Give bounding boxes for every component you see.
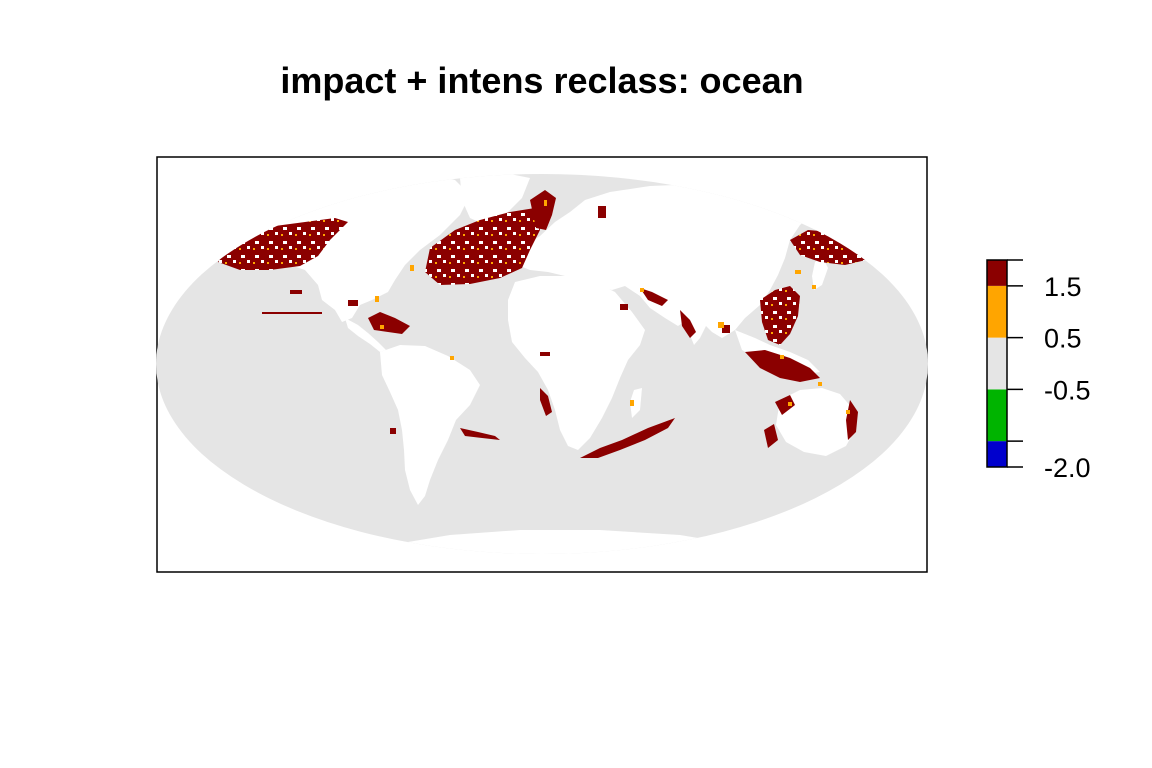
map-title: impact + intens reclass: ocean (280, 60, 803, 101)
impact-caribbean (368, 312, 410, 334)
legend-swatch-3 (987, 285, 1007, 338)
impact-bay-of-bengal (680, 310, 696, 338)
land-japan (812, 256, 828, 290)
impact-west-australia (764, 424, 778, 448)
impact-layer (218, 190, 866, 458)
medium-impact-point (630, 400, 634, 406)
impact-fragment (390, 428, 396, 434)
impact-north-sea (530, 190, 556, 230)
impact-fragment (722, 325, 730, 333)
impact-north-atlantic (425, 208, 540, 285)
medium-impact-point (846, 410, 850, 414)
impact-west-africa (540, 388, 552, 416)
land-south-america (380, 345, 480, 505)
impact-north-australia (775, 395, 795, 415)
medium-impact-point (795, 270, 801, 274)
impact-fragment (598, 206, 606, 218)
color-legend: 1.5 0.5 -0.5 -2.0 (986, 259, 1091, 483)
legend-swatch-4 (987, 260, 1007, 286)
impact-north-pacific (218, 218, 348, 270)
medium-impact-point (812, 285, 816, 289)
legend-tick-label: -0.5 (1044, 375, 1091, 405)
legend-frame (986, 259, 1008, 468)
land-africa (508, 276, 645, 450)
impact-fragment (290, 290, 302, 294)
impact-fragment (540, 352, 550, 356)
medium-impact-point (450, 356, 454, 360)
impact-indonesia (745, 350, 820, 382)
impact-patagonia (460, 428, 500, 440)
impact-nw-pacific (790, 230, 866, 265)
land-greenland (460, 174, 530, 225)
land-madagascar (630, 388, 642, 418)
land-central-america (345, 318, 386, 352)
medium-impact-point (410, 265, 414, 271)
impact-fragment (620, 304, 628, 310)
impact-fragment (262, 312, 322, 314)
medium-impact-point (780, 355, 784, 359)
impact-arabian-sea (640, 288, 668, 306)
legend-swatch-0 (987, 441, 1007, 467)
legend-swatch-1 (987, 389, 1007, 442)
land-eurasia (510, 184, 820, 338)
medium-impact-point (544, 200, 547, 206)
land-australia (776, 388, 856, 456)
land-india (680, 296, 712, 345)
medium-impact-point (380, 325, 384, 329)
medium-impact-layer (375, 200, 850, 414)
impact-south-africa (580, 418, 675, 458)
medium-impact-point (640, 288, 644, 292)
legend-swatch-2 (987, 337, 1007, 390)
legend-tick-label: 1.5 (1044, 272, 1082, 302)
medium-impact-point (788, 402, 792, 406)
legend-tick-label: -2.0 (1044, 453, 1091, 483)
medium-impact-point (818, 382, 822, 386)
medium-impact-point (375, 296, 379, 302)
impact-east-asia (760, 286, 800, 345)
medium-impact-point (718, 322, 724, 328)
impact-fragment (348, 300, 358, 306)
legend-tick-label: 0.5 (1044, 324, 1082, 354)
